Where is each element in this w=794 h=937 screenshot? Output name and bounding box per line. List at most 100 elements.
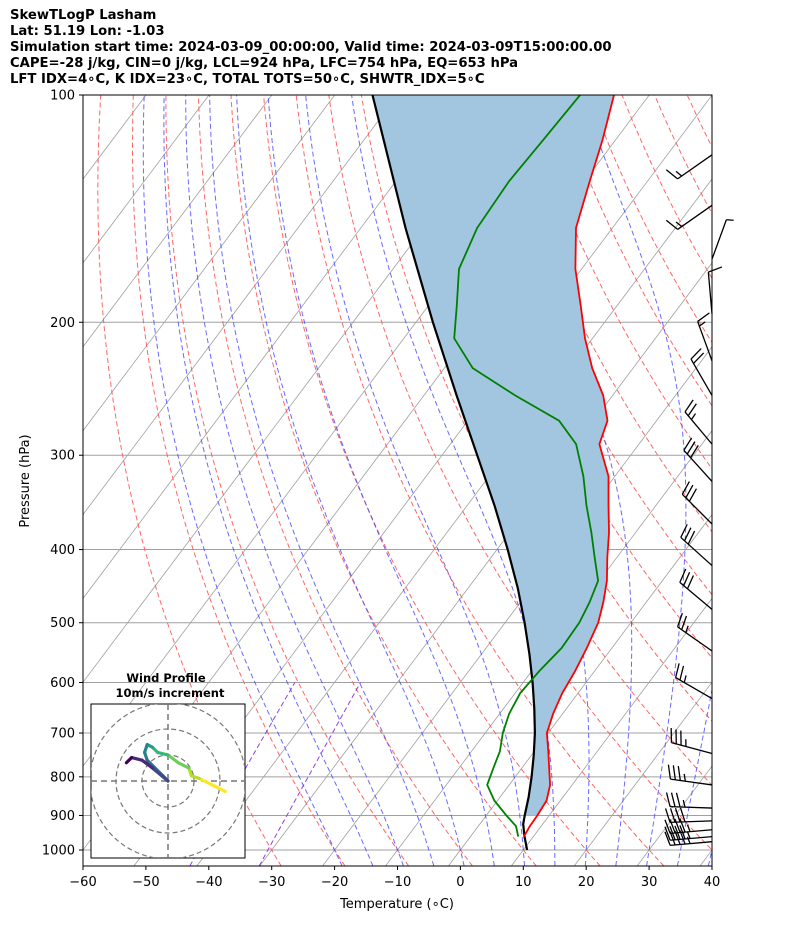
x-tick-label: −40: [195, 875, 222, 890]
wind-barb: [664, 807, 713, 823]
hodograph-segment: [213, 784, 227, 794]
parcel-profile-line: [371, 95, 537, 851]
x-tick-label: 10: [515, 875, 532, 890]
x-tick-label: −20: [321, 875, 348, 890]
title-line-2: Lat: 51.19 Lon: -1.03: [10, 24, 165, 39]
moist-adiabat: [707, 847, 712, 866]
title-line-3: Simulation start time: 2024-03-09_00:00:…: [10, 40, 612, 55]
wind-barb: [707, 266, 723, 315]
wind-barbs: [664, 95, 734, 866]
dry-adiabat: [328, 95, 712, 851]
dry-adiabat: [686, 95, 712, 149]
dry-adiabat: [491, 95, 712, 533]
moist-adiabat: [305, 95, 526, 866]
y-tick-label: 900: [50, 809, 75, 824]
hodograph-segment: [156, 750, 170, 757]
dry-adiabat: [752, 95, 794, 866]
dewpoint-line: [453, 95, 600, 837]
y-tick-label: 400: [50, 543, 75, 558]
wind-barb: [681, 481, 713, 525]
moist-adiabat: [236, 95, 465, 866]
isotherm: [83, 95, 84, 96]
y-tick-label: 300: [50, 449, 75, 464]
wind-barb: [674, 663, 713, 700]
wind-barb: [690, 348, 713, 396]
x-tick-label: 30: [641, 875, 658, 890]
moist-adiabat: [267, 95, 495, 866]
isotherm: [322, 346, 712, 866]
isotherm: [83, 95, 461, 600]
dry-adiabat: [165, 95, 410, 866]
wind-barb: [664, 818, 713, 835]
wind-barb: [665, 792, 713, 809]
hodograph-segment: [166, 753, 180, 765]
hodograph: Wind Profile 10m/s increment: [90, 671, 246, 859]
dry-adiabat: [621, 95, 712, 280]
dry-adiabat: [230, 95, 537, 866]
y-tick-label: 1000: [42, 844, 75, 859]
hodograph-segment: [124, 755, 134, 765]
x-tick-label: −10: [384, 875, 411, 890]
wind-barb: [679, 568, 713, 610]
x-tick-label: 40: [704, 875, 721, 890]
dry-adiabat: [785, 95, 794, 866]
dry-adiabat: [588, 95, 712, 344]
moist-adiabat: [676, 95, 712, 866]
dry-adiabat: [198, 95, 473, 866]
y-tick-label: 700: [50, 727, 75, 742]
title-line-1: SkewTLogP Lasham: [10, 8, 157, 23]
wind-barb: [683, 437, 713, 482]
isotherm: [573, 681, 712, 866]
y-tick-label: 600: [50, 676, 75, 691]
temperature-line: [523, 95, 615, 838]
dry-adiabat: [654, 95, 712, 215]
isotherm: [83, 95, 210, 264]
isotherm: [83, 95, 273, 348]
title-line-4: CAPE=-28 j/kg, CIN=0 j/kg, LCL=924 hPa, …: [10, 56, 519, 71]
moist-adiabat: [163, 95, 374, 866]
y-tick-label: 500: [50, 616, 75, 631]
hodograph-subtitle: 10m/s increment: [116, 686, 225, 700]
wind-barb: [667, 764, 713, 786]
hodograph-segment: [197, 776, 217, 788]
y-tick-label: 200: [50, 316, 75, 331]
x-tick-label: −60: [69, 875, 96, 890]
x-axis-label: Temperature (∘C): [339, 897, 454, 912]
x-tick-label: 20: [578, 875, 595, 890]
x-tick-label: −30: [258, 875, 285, 890]
isotherm: [83, 95, 398, 516]
hodograph-title: Wind Profile: [126, 671, 206, 685]
moist-adiabat: [142, 95, 343, 866]
wind-barb: [711, 219, 734, 260]
y-tick-label: 100: [50, 89, 75, 104]
x-tick-label: 0: [456, 875, 464, 890]
wind-barb: [680, 524, 713, 567]
moist-adiabat: [209, 95, 435, 866]
dry-adiabat: [132, 95, 346, 866]
wind-barb: [665, 154, 713, 180]
x-tick-label: −50: [132, 875, 159, 890]
hodograph-segment: [140, 758, 154, 770]
hodograph-segment: [150, 766, 170, 783]
mixing-ratio-line: [258, 682, 361, 866]
cape-shading: [372, 95, 614, 816]
hodograph-segment: [130, 755, 144, 762]
axis-ticks: −60 −50 −40 −30 −20 −10 0 10 20 30 40 1000 900 800 700…: [42, 89, 720, 891]
isotherm: [83, 95, 336, 432]
profile-lines: [371, 95, 615, 851]
hodograph-segment: [176, 761, 191, 770]
wind-barb: [697, 312, 713, 362]
dry-adiabat: [556, 95, 712, 407]
dry-adiabat: [720, 95, 794, 866]
wind-barb: [665, 204, 713, 230]
moist-adiabat: [185, 95, 404, 866]
title-line-5: LFT IDX=4∘C, K IDX=23∘C, TOTAL TOTS=50∘C…: [10, 72, 485, 87]
y-axis-label: Pressure (hPa): [18, 434, 33, 527]
wind-barb: [676, 612, 713, 652]
wind-barb: [684, 399, 713, 445]
isotherm: [510, 597, 712, 866]
hodograph-segment: [145, 758, 157, 770]
wind-barb: [670, 728, 713, 755]
dry-adiabat: [295, 95, 665, 866]
